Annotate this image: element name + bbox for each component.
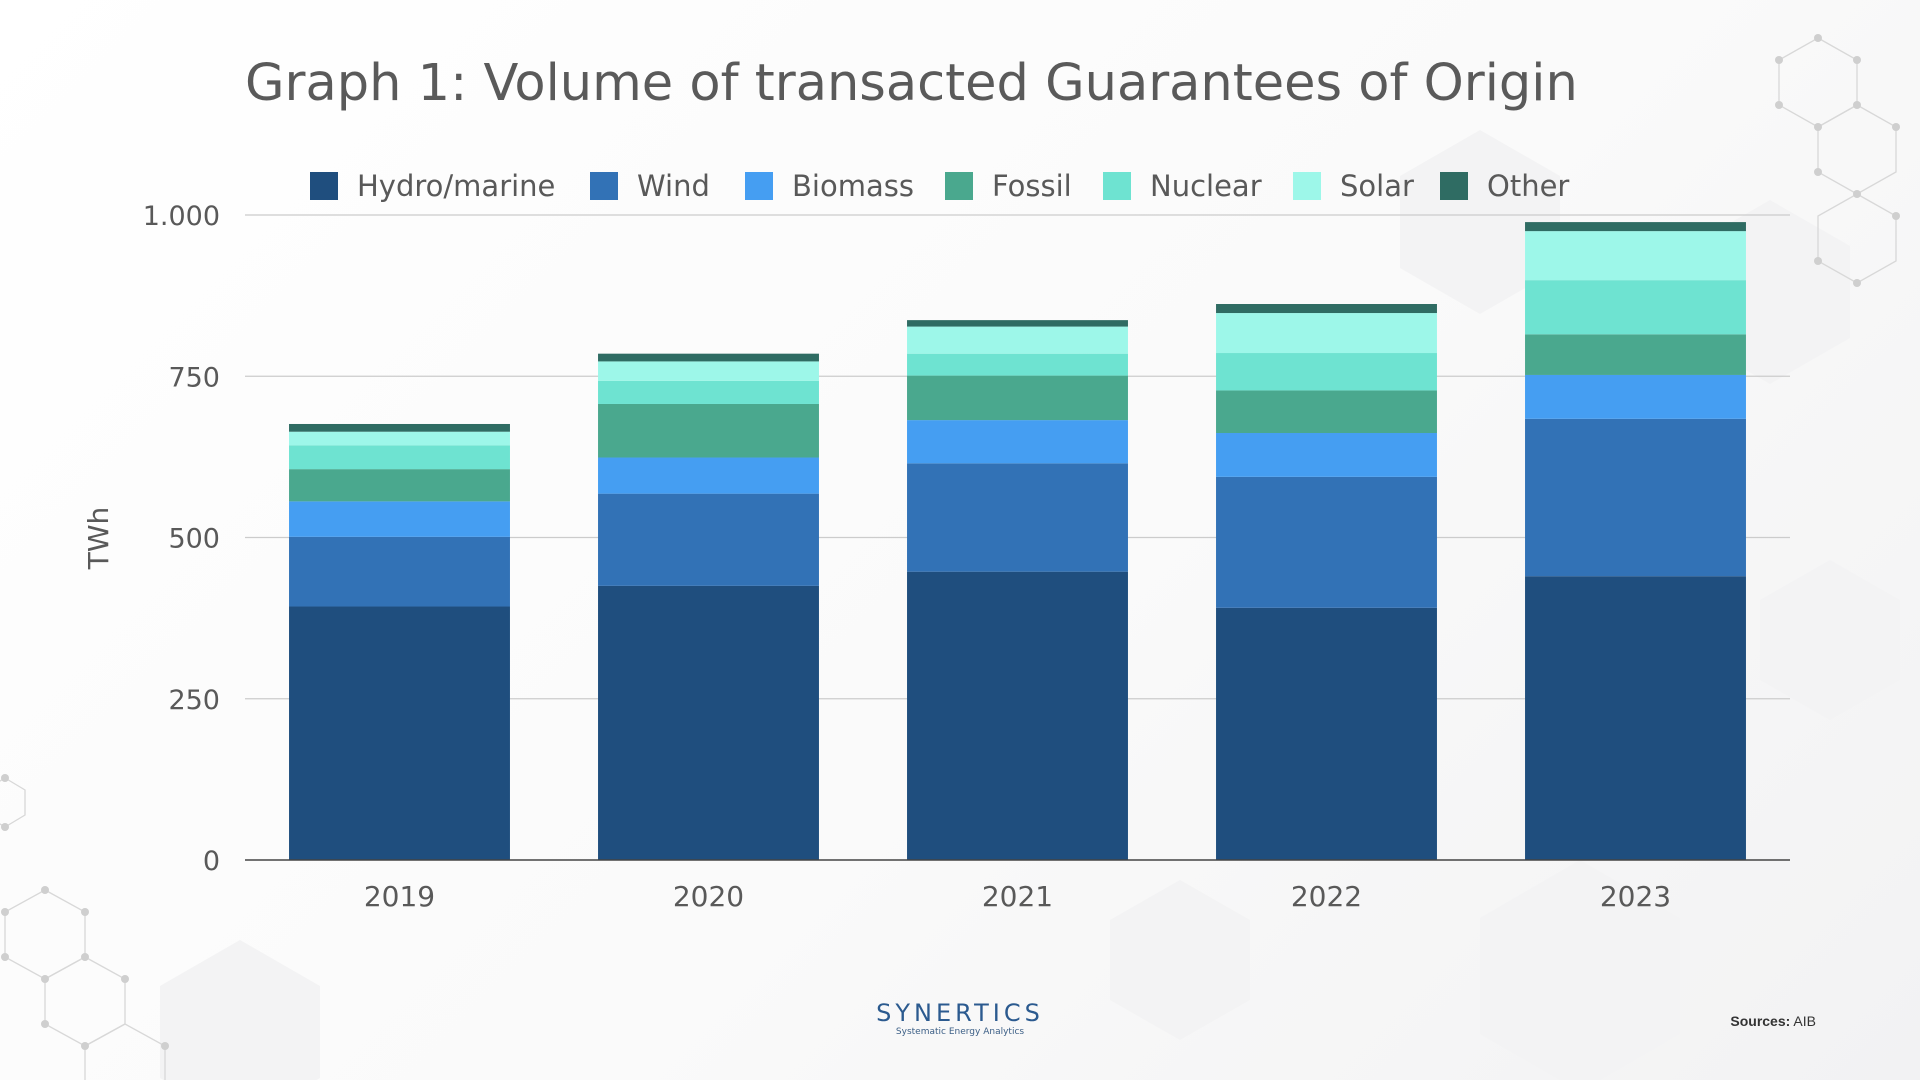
legend-swatch xyxy=(590,172,618,200)
bar-segment-fossil xyxy=(1216,390,1437,434)
synertics-logo: SYNERTICS Systematic Energy Analytics xyxy=(855,1000,1065,1038)
bar-segment-other xyxy=(907,320,1128,327)
bar-segment-biomass xyxy=(1216,433,1437,477)
bar-segment-solar xyxy=(598,361,819,381)
bar-segment-nuclear xyxy=(289,445,510,470)
bar-segment-hydro-marine xyxy=(1216,607,1437,860)
bar-segment-hydro-marine xyxy=(289,606,510,860)
brand-name: SYNERTICS xyxy=(876,999,1044,1027)
bar-segment-solar xyxy=(1525,231,1746,281)
legend: Hydro/marine Wind Biomass Fossil Nuclear Sola… xyxy=(310,169,1569,203)
bar-segment-other xyxy=(1525,222,1746,232)
legend-swatch xyxy=(945,172,973,200)
x-axis-tick-labels: 2019 2020 2021 2022 2023 xyxy=(364,880,1671,913)
x-tick-label: 2019 xyxy=(364,880,435,913)
bar-segment-nuclear xyxy=(1216,353,1437,391)
x-tick-label: 2023 xyxy=(1600,880,1671,913)
legend-swatch xyxy=(1440,172,1468,200)
bar-segment-fossil xyxy=(907,375,1128,421)
bars xyxy=(289,222,1746,860)
chart-title: Graph 1: Volume of transacted Guarantees… xyxy=(245,54,1578,113)
y-tick-label: 1.000 xyxy=(143,201,220,232)
bar-segment-fossil xyxy=(289,469,510,502)
sources-value: AIB xyxy=(1793,1013,1816,1029)
legend-swatch xyxy=(310,172,338,200)
bar-segment-fossil xyxy=(1525,334,1746,375)
bar-segment-solar xyxy=(289,431,510,446)
y-tick-label: 500 xyxy=(168,524,220,555)
x-tick-label: 2022 xyxy=(1291,880,1362,913)
y-tick-label: 0 xyxy=(203,846,220,877)
y-tick-label: 250 xyxy=(168,685,220,716)
bar-segment-wind xyxy=(907,463,1128,572)
bar-segment-nuclear xyxy=(598,380,819,404)
legend-label: Hydro/marine xyxy=(357,169,555,203)
legend-label: Biomass xyxy=(792,169,914,203)
bar-segment-other xyxy=(289,423,510,432)
bar-segment-biomass xyxy=(907,420,1128,464)
brand-tagline: Systematic Energy Analytics xyxy=(895,1027,1025,1037)
bar-segment-wind xyxy=(289,536,510,607)
bar-segment-wind xyxy=(1216,476,1437,608)
bar-segment-fossil xyxy=(598,403,819,458)
bar-segment-biomass xyxy=(598,457,819,494)
legend-label: Other xyxy=(1487,169,1569,203)
bar-segment-nuclear xyxy=(907,353,1128,376)
legend-swatch xyxy=(1293,172,1321,200)
sources-note: Sources: AIB xyxy=(1730,1013,1816,1029)
bar-segment-other xyxy=(598,353,819,362)
x-tick-label: 2021 xyxy=(982,880,1053,913)
bar-segment-wind xyxy=(598,493,819,586)
bar-segment-hydro-marine xyxy=(598,585,819,860)
bar-segment-wind xyxy=(1525,418,1746,577)
y-axis-label: TWh xyxy=(82,507,115,571)
legend-label: Nuclear xyxy=(1150,169,1262,203)
bar-segment-hydro-marine xyxy=(907,571,1128,860)
legend-swatch xyxy=(1103,172,1131,200)
bar-segment-biomass xyxy=(1525,374,1746,419)
bar-segment-biomass xyxy=(289,501,510,537)
x-tick-label: 2020 xyxy=(673,880,744,913)
legend-label: Wind xyxy=(637,169,710,203)
legend-label: Fossil xyxy=(992,169,1072,203)
y-tick-label: 750 xyxy=(168,362,220,393)
bar-segment-solar xyxy=(907,326,1128,354)
bar-segment-nuclear xyxy=(1525,280,1746,335)
legend-label: Solar xyxy=(1340,169,1414,203)
legend-swatch xyxy=(745,172,773,200)
bar-segment-hydro-marine xyxy=(1525,576,1746,860)
bar-segment-other xyxy=(1216,304,1437,314)
bar-segment-solar xyxy=(1216,313,1437,354)
y-axis-tick-labels: 0 250 500 750 1.000 xyxy=(143,201,220,877)
sources-label: Sources: xyxy=(1730,1013,1791,1029)
